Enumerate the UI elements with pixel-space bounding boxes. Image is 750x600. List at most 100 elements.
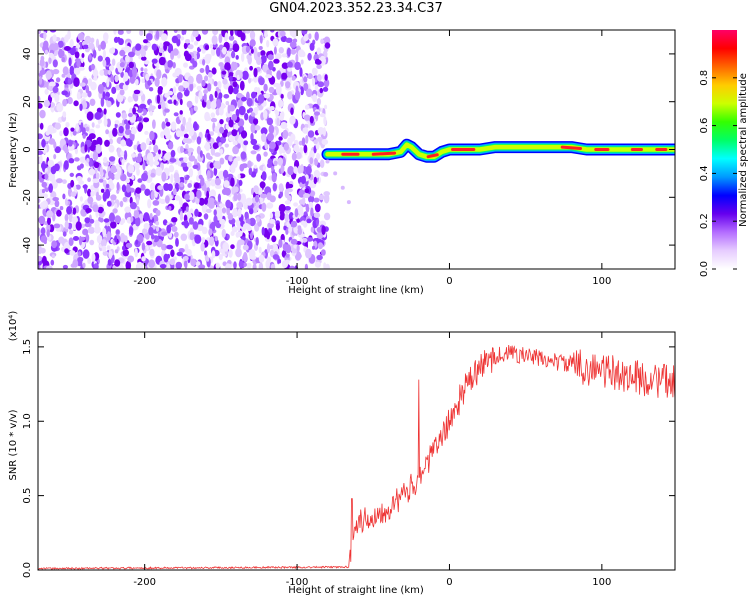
spectrogram-noise-cell: [128, 61, 134, 69]
spectrogram-noise-cell: [71, 216, 79, 224]
x-tick-label: -200: [133, 276, 156, 287]
spectrogram-noise-cell: [323, 78, 330, 88]
spectrogram-noise-cell: [183, 42, 188, 50]
spectrogram-noise-cell: [285, 188, 293, 193]
spectrogram-noise-cell: [62, 193, 66, 200]
spectrogram-noise-cell: [63, 127, 69, 137]
spectrogram-noise-cell: [256, 153, 262, 162]
spectrogram-noise-cell: [205, 152, 211, 159]
spectrogram-noise-cell: [319, 87, 324, 94]
spectrogram-noise-cell: [142, 228, 148, 235]
spectrogram-noise-cell: [308, 33, 312, 40]
spectrogram-noise-cell: [159, 47, 164, 53]
spectrogram-noise-cell: [97, 55, 103, 62]
spectrogram-noise-cell: [251, 91, 257, 99]
spectrogram-noise-cell: [266, 117, 274, 126]
spectrogram-noise-cell: [277, 157, 284, 166]
spectrogram-noise-cell: [112, 208, 118, 214]
spectrogram-noise-cell: [279, 111, 285, 121]
spectrogram-noise-cell: [185, 206, 189, 213]
spectrogram-noise-cell: [67, 139, 73, 147]
spectrogram-noise-cell: [307, 130, 315, 138]
spectrogram-noise-cell: [261, 133, 267, 143]
spectrogram-noise-cell: [210, 117, 218, 123]
spectrogram-noise-cell: [265, 74, 273, 79]
spectrogram-noise-cell: [274, 53, 282, 60]
spectrogram-noise-cell: [38, 255, 42, 262]
spectrogram-noise-cell: [38, 150, 44, 155]
spectrogram-noise-cell: [264, 30, 268, 38]
snr-y-scale-note: (x10⁴): [8, 311, 19, 342]
spectrogram-noise-cell: [168, 164, 175, 173]
spectrogram-noise-cell: [102, 211, 106, 216]
spectrogram-noise-cell: [284, 206, 291, 211]
spectrogram-noise-cell: [249, 65, 254, 71]
spectrogram-noise-cell: [284, 212, 289, 223]
spectrogram-noise-cell: [65, 122, 70, 128]
spectrogram-noise-cell: [313, 139, 318, 145]
spectrogram-noise-cell: [200, 242, 205, 252]
spectrogram-noise-cell: [156, 94, 161, 104]
spectrogram-noise-cell: [158, 149, 161, 155]
spectrogram-noise-cell: [103, 108, 107, 115]
spectrogram-noise-cell: [324, 104, 328, 110]
spectrogram-noise-cell: [211, 67, 217, 75]
spectrogram-noise-cell: [196, 224, 204, 232]
spectrogram-noise-cell: [103, 218, 110, 223]
spectrogram-noise-cell: [151, 43, 158, 51]
spectrogram-noise-cell: [200, 177, 205, 187]
spectrogram-noise-cell: [222, 78, 228, 85]
spectrogram-noise-cell: [303, 193, 310, 199]
spectrogram-noise-cell: [312, 245, 316, 250]
spectrogram-noise-cell: [105, 129, 109, 135]
spectrogram-noise-cell: [209, 189, 216, 198]
spectrogram-noise-cell: [183, 30, 187, 35]
spectrogram-noise-cell: [193, 121, 198, 132]
spectrogram-noise-cell: [149, 103, 153, 112]
spectrogram-noise-cell: [99, 69, 105, 76]
spectrogram-noise-cell: [74, 147, 78, 155]
spectrogram-noise-cell: [137, 178, 143, 183]
spectrogram-noise-cell: [313, 212, 321, 218]
colorbar: 0.0 0.2 0.4 0.6 0.8 Normalized spectral ampl…: [699, 30, 749, 277]
spectrogram-noise-cell: [252, 144, 260, 150]
spectrogram-tail-point: [325, 159, 330, 164]
spectrogram-noise-cell: [219, 126, 225, 134]
spectrogram-noise-cell: [115, 112, 121, 118]
spectrogram-noise-cell: [296, 244, 300, 252]
spectrogram-noise-cell: [88, 133, 96, 140]
spectrogram-noise-cell: [266, 231, 271, 240]
spectrogram-noise-cell: [232, 140, 238, 146]
spectrogram-noise-cell: [233, 192, 238, 202]
spectrogram-noise-cell: [122, 245, 126, 251]
spectrogram-noise-cell: [184, 219, 189, 229]
spectrogram-noise-cell: [232, 145, 240, 155]
spectrogram-noise-cell: [54, 200, 60, 208]
spectrogram-noise-cell: [146, 42, 152, 48]
spectrogram-noise-cell: [232, 43, 240, 53]
spectrogram-noise-cell: [277, 259, 282, 264]
spectrogram-noise-cell: [189, 232, 195, 241]
spectrogram-noise-cell: [280, 94, 284, 99]
spectrogram-noise-cell: [248, 167, 253, 176]
spectrogram-noise-cell: [249, 255, 257, 260]
spectrogram-noise-cell: [307, 52, 312, 61]
spectrogram-noise-cell: [126, 30, 132, 34]
spectrogram-noise-cell: [293, 166, 298, 174]
spectrogram-noise-cell: [317, 81, 325, 88]
spectrogram-noise-cell: [240, 32, 246, 42]
spectrogram-noise-cell: [75, 221, 82, 231]
spectrogram-noise-cell: [261, 226, 265, 236]
spectrogram-noise-cell: [307, 73, 313, 80]
spectrogram-noise-cell: [257, 51, 261, 58]
spectrogram-noise-cell: [135, 78, 139, 86]
spectrogram-noise-cell: [38, 30, 41, 35]
spectrogram-noise-cell: [123, 150, 128, 161]
spectrogram-noise-cell: [316, 98, 322, 106]
spectrogram-noise-cell: [323, 193, 330, 204]
spectrogram-noise-cell: [203, 92, 207, 103]
spectrogram-noise-cell: [275, 223, 280, 231]
spectrogram-noise-cell: [227, 173, 234, 179]
spectrogram-noise-cell: [144, 188, 151, 196]
spectrogram-noise-cell: [182, 116, 186, 127]
